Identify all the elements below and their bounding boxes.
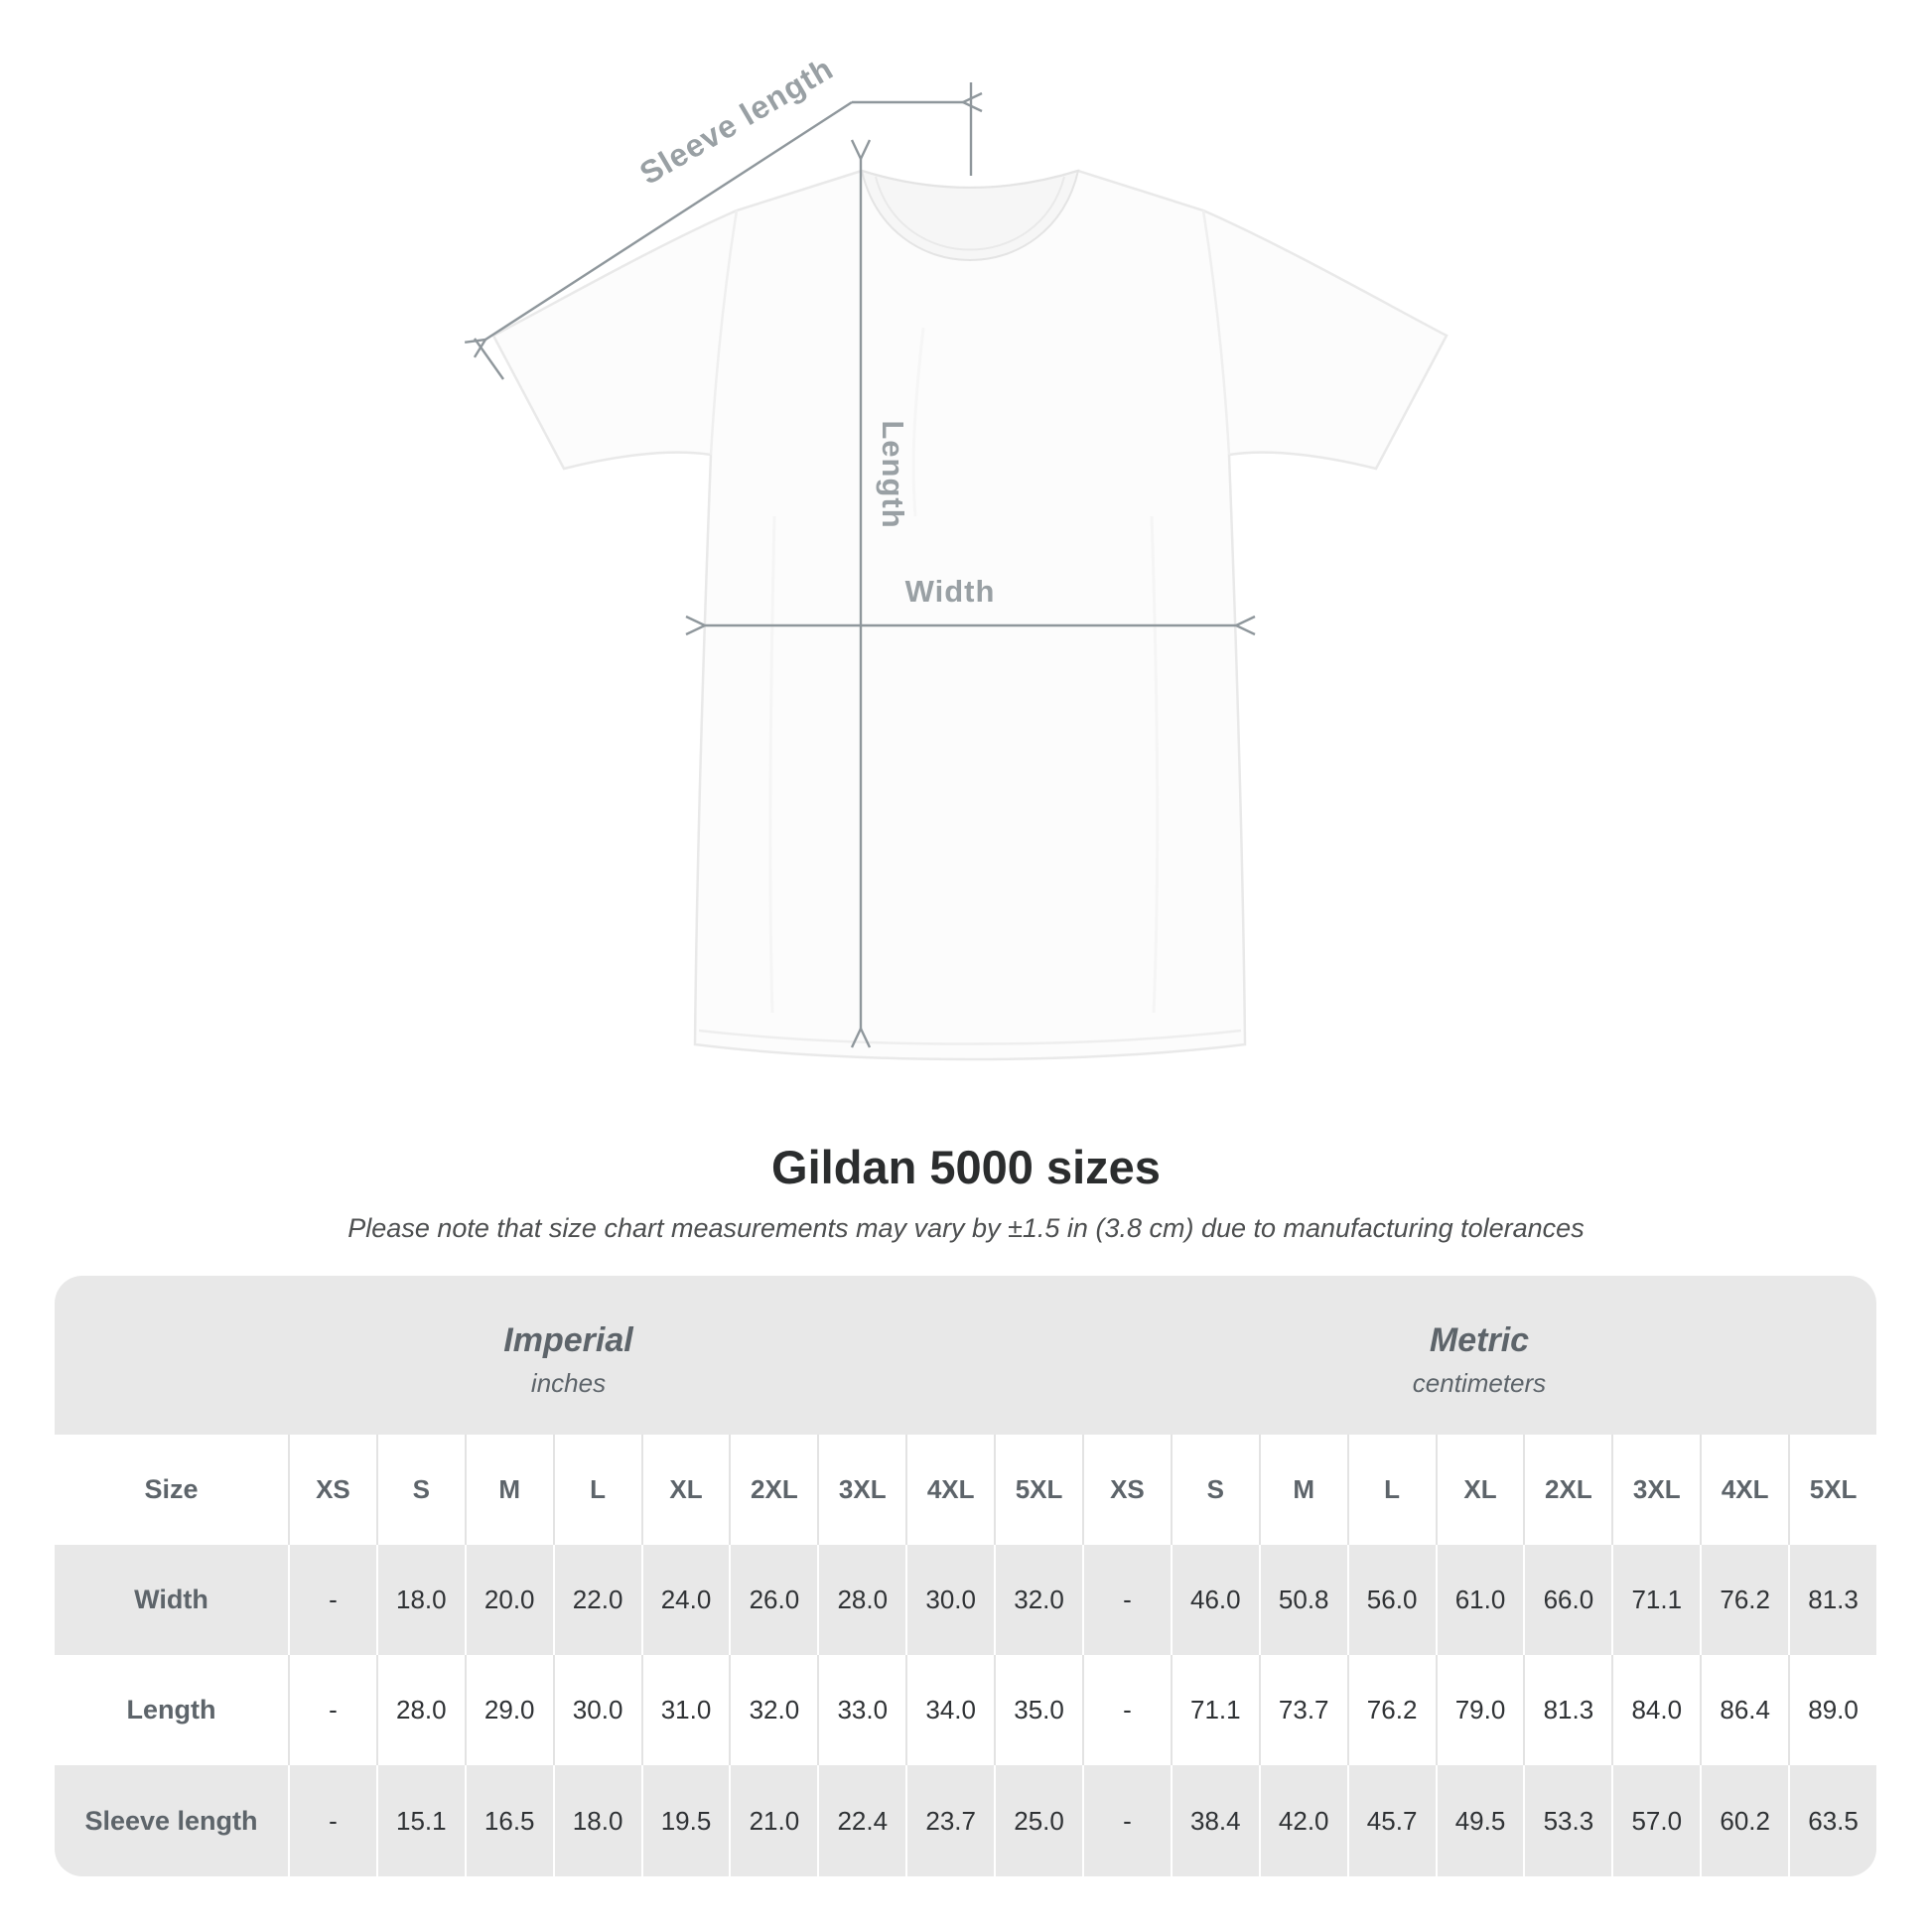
column-header: L xyxy=(552,1435,641,1545)
table-cell: 76.2 xyxy=(1346,1655,1436,1765)
table-cell: 49.5 xyxy=(1435,1765,1524,1876)
row-label: Sleeve length xyxy=(84,1805,258,1836)
table-cell: 22.4 xyxy=(817,1765,905,1876)
table-cell: 32.0 xyxy=(994,1545,1082,1655)
table-cell: 38.4 xyxy=(1170,1765,1259,1876)
column-header: 2XL xyxy=(1523,1435,1611,1545)
table-row-length: Length - 28.0 29.0 30.0 31.0 32.0 33.0 3… xyxy=(55,1655,1876,1765)
row-label: Length xyxy=(126,1695,216,1725)
table-cell: 56.0 xyxy=(1346,1545,1436,1655)
table-cell: 23.7 xyxy=(905,1765,994,1876)
size-diagram: Sleeve length Length Width xyxy=(465,50,1449,1061)
table-cell: 60.2 xyxy=(1700,1765,1788,1876)
table-cell: 66.0 xyxy=(1523,1545,1611,1655)
column-header: S xyxy=(375,1435,465,1545)
table-cell: 29.0 xyxy=(464,1655,553,1765)
table-row-sleeve-length: Sleeve length - 15.1 16.5 18.0 19.5 21.0… xyxy=(55,1765,1876,1876)
table-cell: 45.7 xyxy=(1346,1765,1436,1876)
column-header: L xyxy=(1346,1435,1436,1545)
metric-section: Metric centimeters xyxy=(1082,1276,1876,1435)
metric-heading: Metric xyxy=(1429,1321,1530,1359)
table-cell: 42.0 xyxy=(1258,1765,1347,1876)
table-cell: 34.0 xyxy=(905,1655,994,1765)
table-cell: 30.0 xyxy=(552,1655,641,1765)
table-cell: 20.0 xyxy=(464,1545,553,1655)
table-cell: 89.0 xyxy=(1788,1655,1876,1765)
table-cell: 53.3 xyxy=(1523,1765,1611,1876)
table-cell: 61.0 xyxy=(1435,1545,1524,1655)
table-cell: 19.5 xyxy=(640,1765,730,1876)
table-cell: 30.0 xyxy=(905,1545,994,1655)
tshirt-illustration xyxy=(465,82,1449,1061)
length-label: Length xyxy=(876,420,910,529)
table-cell: 76.2 xyxy=(1700,1545,1788,1655)
table-cell: 71.1 xyxy=(1611,1545,1700,1655)
table-cell: 71.1 xyxy=(1170,1655,1259,1765)
column-header: M xyxy=(1258,1435,1347,1545)
table-header-row: Size XS S M L XL 2XL 3XL 4XL 5XL XS S M … xyxy=(55,1435,1876,1545)
table-cell: 18.0 xyxy=(552,1765,641,1876)
table-cell: 57.0 xyxy=(1611,1765,1700,1876)
table-row-width: Width - 18.0 20.0 22.0 24.0 26.0 28.0 30… xyxy=(55,1545,1876,1655)
tshirt-shape xyxy=(491,169,1449,1061)
imperial-heading: Imperial xyxy=(503,1321,633,1359)
table-cell: - xyxy=(1081,1545,1171,1655)
row-label: Width xyxy=(134,1585,208,1614)
table-cell: 46.0 xyxy=(1170,1545,1259,1655)
column-header: 4XL xyxy=(1700,1435,1788,1545)
table-cell: 63.5 xyxy=(1788,1765,1876,1876)
table-cell: 33.0 xyxy=(817,1655,905,1765)
column-header: 5XL xyxy=(994,1435,1082,1545)
table-cell: 25.0 xyxy=(994,1765,1082,1876)
table-cell: 32.0 xyxy=(729,1655,817,1765)
table-cell: - xyxy=(1081,1655,1171,1765)
column-header: S xyxy=(1170,1435,1259,1545)
column-header: XS xyxy=(288,1435,376,1545)
tolerance-note: Please note that size chart measurements… xyxy=(347,1213,1585,1243)
table-cell: - xyxy=(288,1655,376,1765)
size-header: Size xyxy=(144,1474,199,1504)
table-cell: 26.0 xyxy=(729,1545,817,1655)
page-title: Gildan 5000 sizes xyxy=(771,1141,1161,1193)
column-header: 2XL xyxy=(729,1435,817,1545)
table-cell: 22.0 xyxy=(552,1545,641,1655)
table-cell: 81.3 xyxy=(1788,1545,1876,1655)
table-cell: 50.8 xyxy=(1258,1545,1347,1655)
column-header: 5XL xyxy=(1788,1435,1876,1545)
column-header: XL xyxy=(640,1435,730,1545)
sleeve-length-arrow xyxy=(465,82,983,380)
column-header: M xyxy=(464,1435,553,1545)
metric-unit: centimeters xyxy=(1412,1368,1547,1398)
table-cell: 18.0 xyxy=(375,1545,465,1655)
table-cell: 35.0 xyxy=(994,1655,1082,1765)
table-cell: 81.3 xyxy=(1523,1655,1611,1765)
column-header: 3XL xyxy=(1611,1435,1700,1545)
table-cell: - xyxy=(1081,1765,1171,1876)
table-cell: - xyxy=(288,1545,376,1655)
table-cell: 24.0 xyxy=(640,1545,730,1655)
table-cell: 86.4 xyxy=(1700,1655,1788,1765)
size-table: Imperial inches Metric centimeters Size … xyxy=(55,1276,1876,1876)
table-cell: 21.0 xyxy=(729,1765,817,1876)
table-cell: 28.0 xyxy=(817,1545,905,1655)
table-cell: 73.7 xyxy=(1258,1655,1347,1765)
table-cell: 79.0 xyxy=(1435,1655,1524,1765)
table-cell: 15.1 xyxy=(375,1765,465,1876)
imperial-section: Imperial inches xyxy=(55,1276,1082,1435)
column-header: 4XL xyxy=(905,1435,994,1545)
table-cell: 28.0 xyxy=(375,1655,465,1765)
table-cell: - xyxy=(288,1765,376,1876)
imperial-unit: inches xyxy=(530,1368,607,1398)
table-cell: 84.0 xyxy=(1611,1655,1700,1765)
units-band: Imperial inches Metric centimeters xyxy=(55,1276,1876,1435)
column-header: XS xyxy=(1081,1435,1171,1545)
table-cell: 31.0 xyxy=(640,1655,730,1765)
table-cell: 16.5 xyxy=(464,1765,553,1876)
width-label: Width xyxy=(904,574,996,609)
column-header: 3XL xyxy=(817,1435,905,1545)
column-header: XL xyxy=(1435,1435,1524,1545)
